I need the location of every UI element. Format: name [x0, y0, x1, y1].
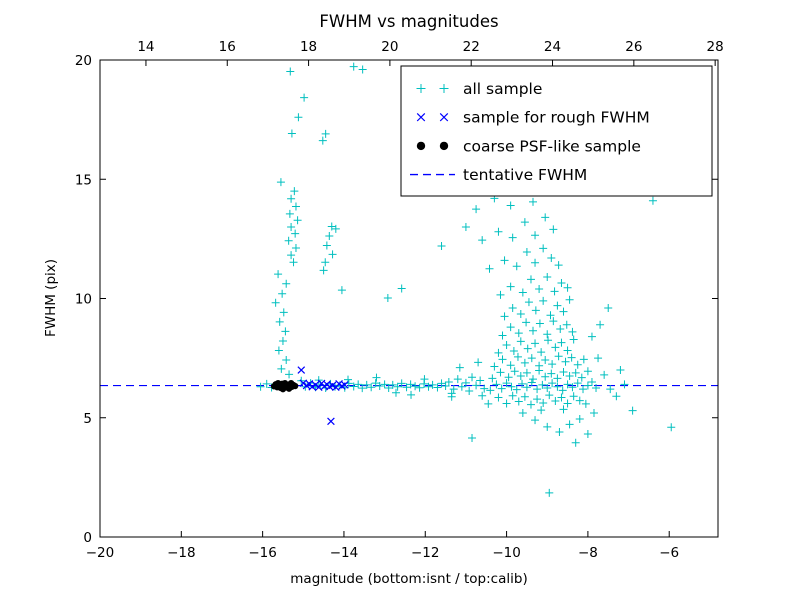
top-tick-label: 20	[381, 39, 398, 55]
legend-entry: tentative FWHM	[410, 166, 587, 184]
series-plus	[256, 62, 676, 497]
x-tick-label: −12	[411, 545, 440, 561]
legend-entry-label: all sample	[463, 80, 542, 98]
top-tick-label: 26	[625, 39, 642, 55]
legend-entry-label: sample for rough FWHM	[463, 109, 650, 127]
chart-title: FWHM vs magnitudes	[319, 12, 498, 31]
y-axis-label: FWHM (pix)	[43, 259, 59, 337]
top-tick-label: 18	[300, 39, 317, 55]
x-axis-label: magnitude (bottom:isnt / top:calib)	[290, 571, 527, 587]
top-tick-label: 24	[544, 39, 561, 55]
legend-entry-label: coarse PSF-like sample	[463, 137, 641, 155]
top-tick-label: 28	[707, 39, 724, 55]
y-tick-label: 5	[83, 411, 92, 427]
axes-layer: −20 −18 −16 −14 −12 −10 −8 −6 14 16 18 20 22 24 26 28 0 5…	[75, 39, 724, 561]
y-tick-label: 20	[75, 53, 92, 69]
y-tick-label: 10	[75, 292, 92, 308]
y-tick-label: 15	[75, 172, 92, 188]
legend-entry: coarse PSF-like sample	[416, 137, 641, 155]
x-tick-label: −14	[330, 545, 359, 561]
x-tick-label: −16	[248, 545, 277, 561]
series-x	[297, 366, 349, 426]
x-tick-label: −8	[578, 545, 598, 561]
y-tick-label: 0	[83, 530, 92, 546]
legend-entry: all sample	[416, 80, 542, 98]
x-tick-label: −10	[492, 545, 521, 561]
legend: all sample sample for rough FWHM coarse PS…	[400, 65, 713, 197]
top-tick-label: 16	[219, 39, 236, 55]
x-tick-label: −20	[86, 545, 115, 561]
series-dot	[270, 379, 299, 393]
legend-entry-label: tentative FWHM	[463, 166, 587, 184]
top-tick-label: 22	[463, 39, 480, 55]
plot-layer	[100, 62, 718, 497]
x-tick-label: −18	[167, 545, 196, 561]
top-tick-label: 14	[137, 39, 154, 55]
x-tick-label: −6	[659, 545, 679, 561]
legend-entry: sample for rough FWHM	[416, 109, 650, 127]
